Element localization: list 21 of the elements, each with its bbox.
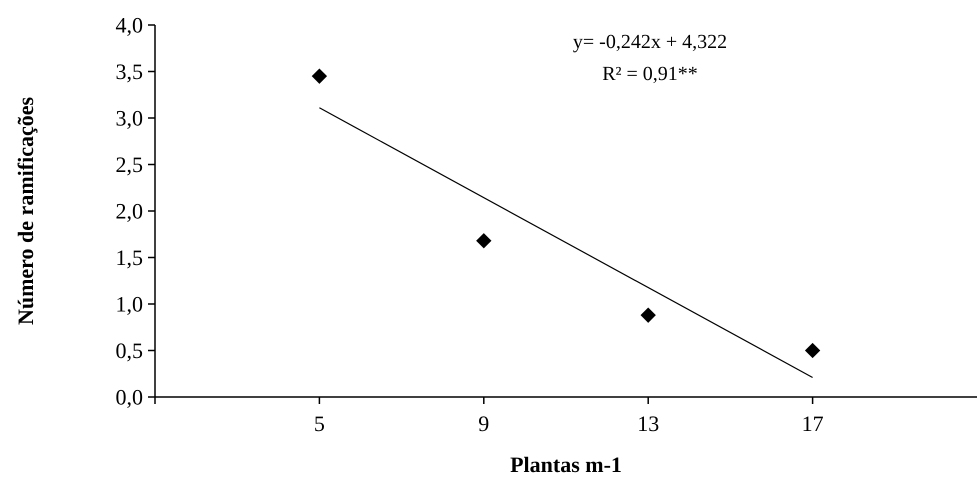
y-tick-label: 1,0 — [116, 292, 143, 317]
point — [640, 307, 656, 323]
x-tick-label: 17 — [802, 411, 824, 436]
point — [804, 342, 820, 358]
y-tick-label: 3,5 — [116, 59, 143, 84]
point — [312, 68, 328, 84]
annotation: y= -0,242x + 4,322 — [572, 31, 728, 53]
y-tick-label: 3,0 — [116, 106, 143, 131]
annotation: R² = 0,91** — [602, 63, 698, 85]
x-tick-label: 5 — [314, 411, 325, 436]
y-tick-label: 1,5 — [116, 245, 143, 270]
y-tick-label: 0,5 — [116, 338, 143, 364]
x-axis-title: Plantas m-1 — [510, 452, 622, 477]
y-tick-label: 2,5 — [116, 152, 143, 178]
x-tick-label: 9 — [478, 411, 490, 436]
y-axis-title: Número de ramificações — [13, 96, 38, 326]
x-tick-label: 13 — [637, 411, 660, 436]
y-tick-label: 4,0 — [116, 12, 143, 38]
y-tick-label: 2,0 — [116, 198, 143, 224]
y-tick-label: 0,0 — [116, 384, 143, 410]
point — [476, 233, 492, 248]
